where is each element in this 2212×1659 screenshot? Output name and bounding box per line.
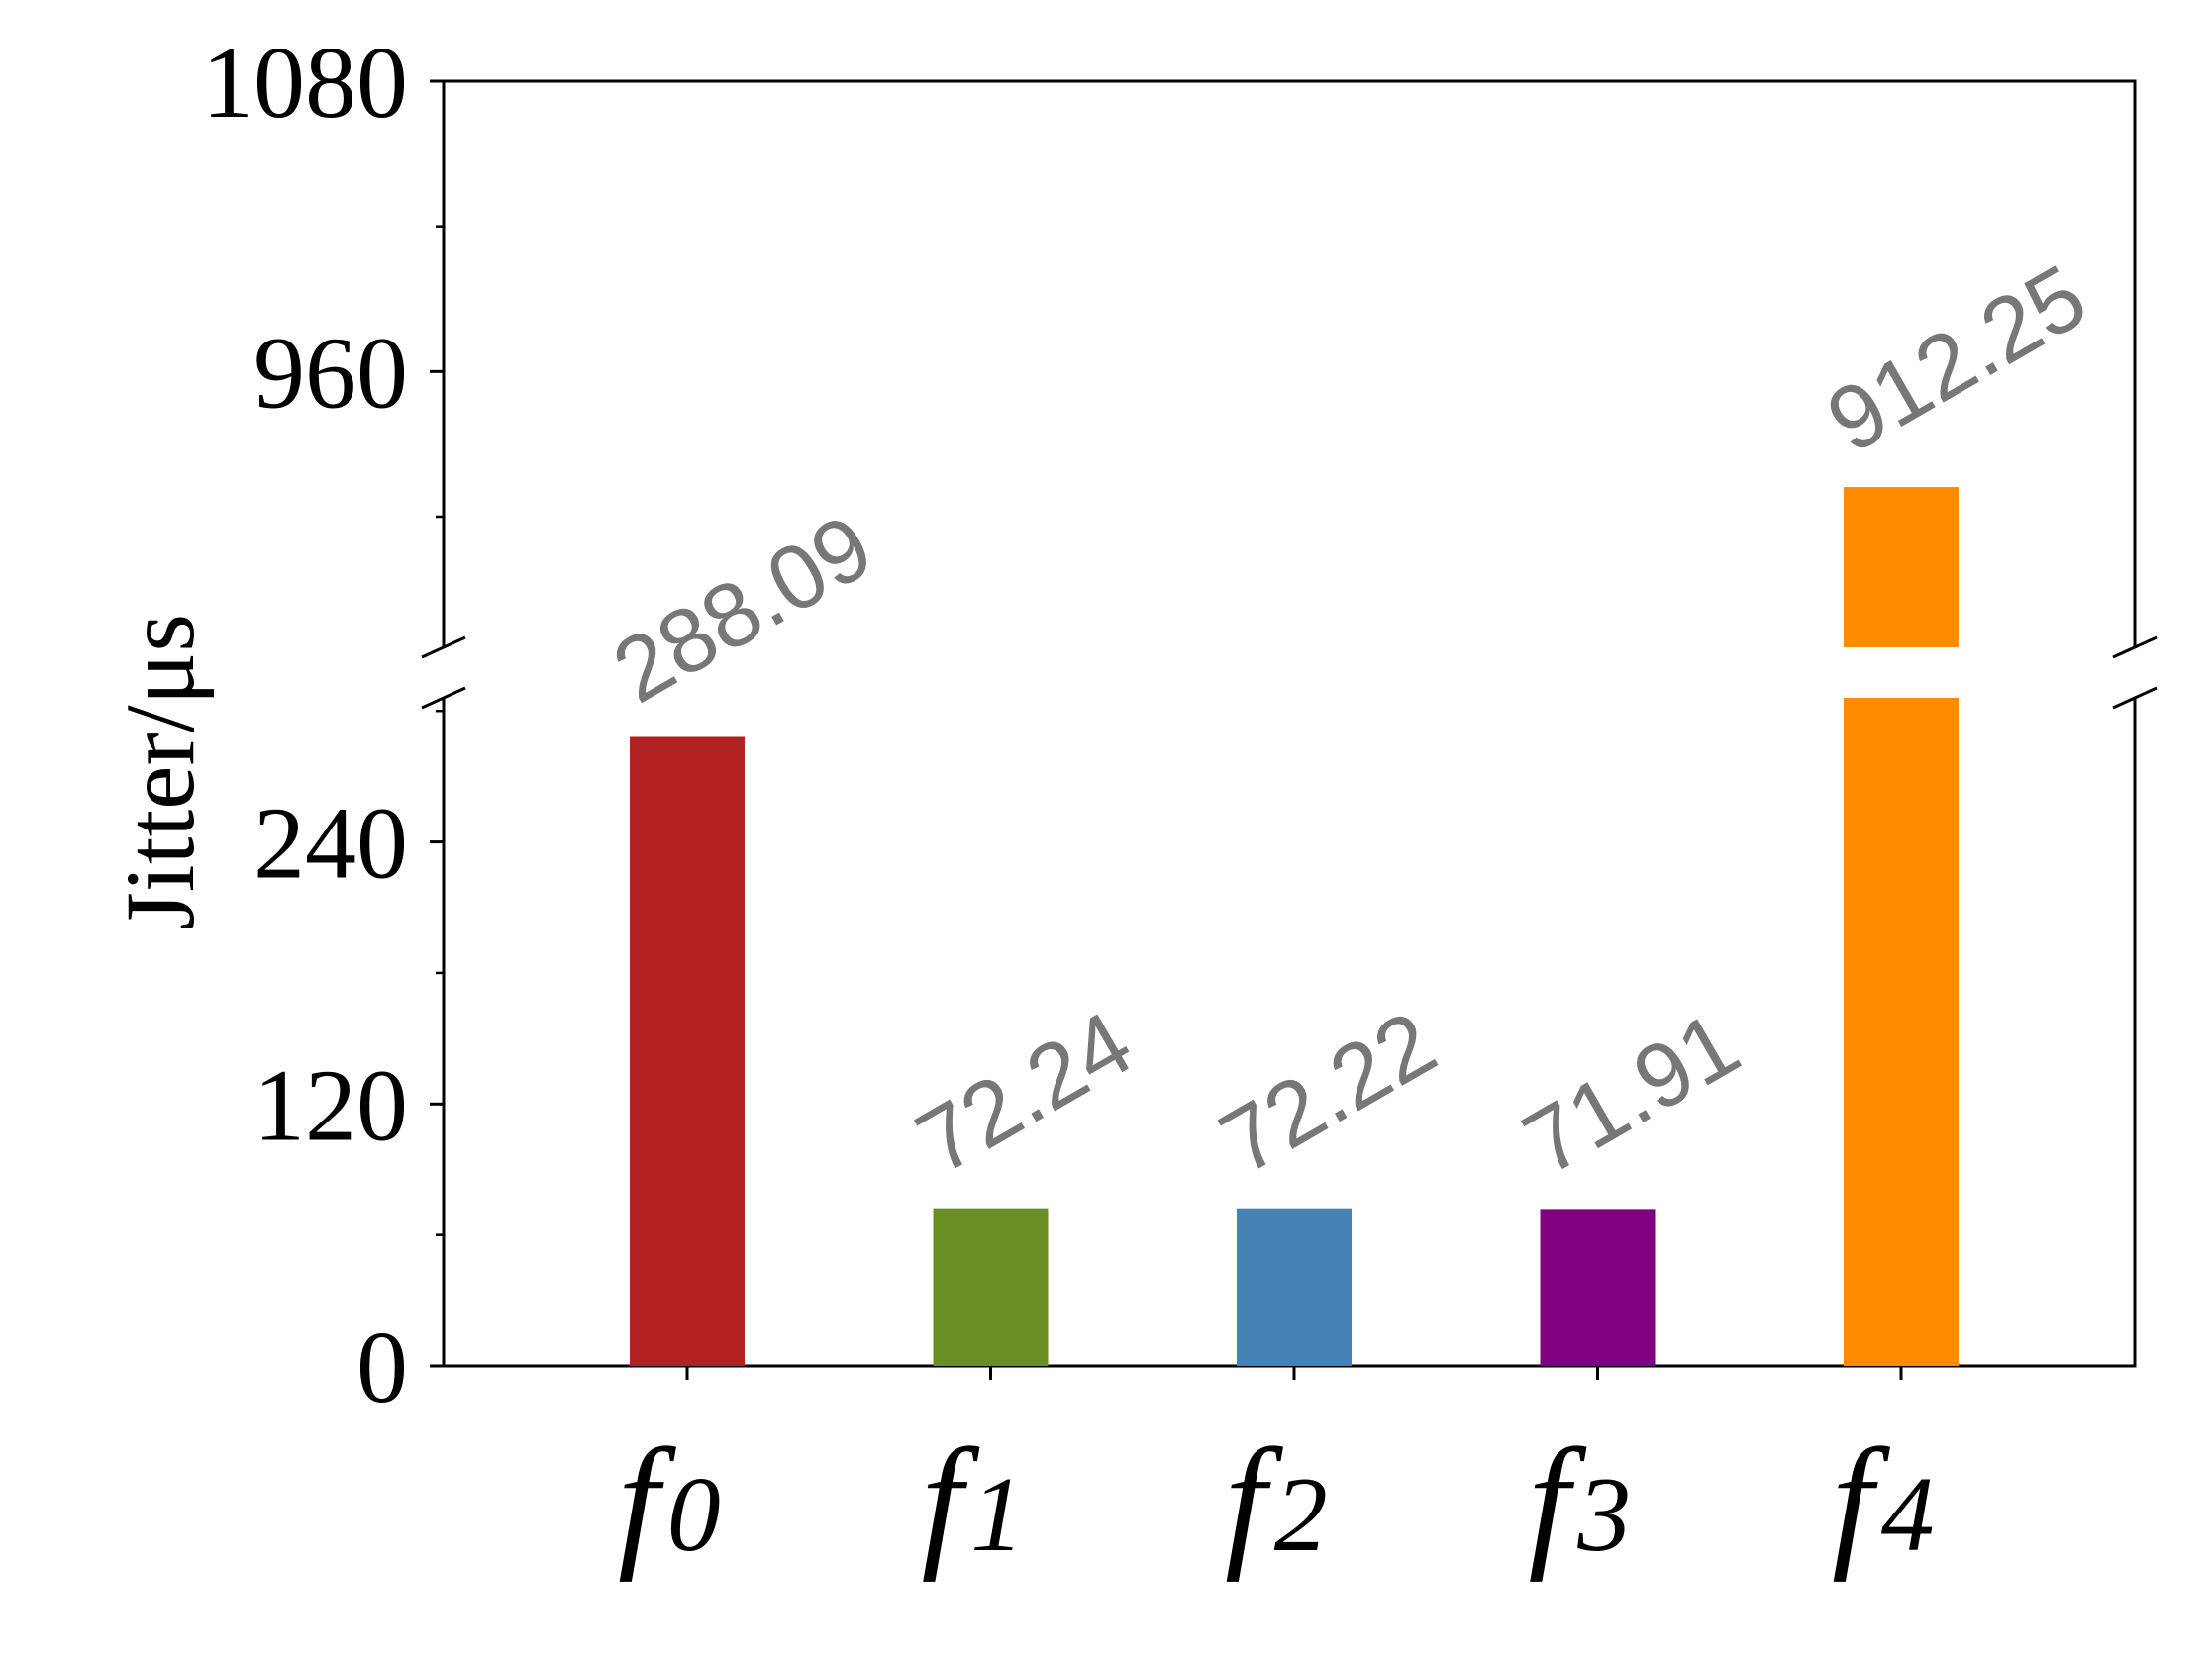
data-label-1: 72.24	[901, 993, 1149, 1194]
y-ticks-group: 0 120 240 960 1080	[202, 26, 444, 1424]
y-tick-label: 240	[253, 787, 408, 901]
bar-4-upper	[1844, 487, 1959, 647]
axis-break-mark	[421, 635, 466, 659]
x-tick-label: f0	[618, 1418, 721, 1583]
data-label-0: 288.09	[597, 496, 889, 723]
upper-panel-frame	[442, 79, 2137, 647]
upper-axis-panel	[442, 79, 2137, 647]
x-tick-label: f3	[1529, 1418, 1632, 1583]
y-axis-title: Jitter/μs	[105, 614, 215, 930]
y-tick-label: 960	[253, 316, 408, 430]
y-tick-label: 0	[356, 1311, 408, 1424]
bar-0	[630, 736, 745, 1366]
bar-2	[1237, 1208, 1352, 1366]
data-label-2: 72.22	[1204, 993, 1452, 1194]
axis-break-mark	[2112, 635, 2158, 659]
axis-break-mark	[421, 686, 466, 710]
bar-1	[933, 1208, 1049, 1366]
x-ticks-group: f0 f1 f2 f3 f4	[618, 1366, 1935, 1583]
y-tick-label: 1080	[202, 26, 408, 140]
bars-group	[630, 487, 1959, 1366]
data-label-3: 71.91	[1508, 993, 1756, 1194]
axis-break-marks	[421, 635, 2158, 710]
axis-break-mark	[2112, 686, 2158, 710]
bar-3	[1540, 1209, 1656, 1366]
x-tick-label: f1	[922, 1418, 1025, 1583]
x-tick-label: f2	[1225, 1418, 1328, 1583]
data-label-4: 912.25	[1811, 245, 2103, 472]
y-tick-label: 120	[253, 1048, 408, 1162]
bar-4-lower	[1844, 698, 1959, 1366]
x-tick-label: f4	[1832, 1418, 1935, 1583]
